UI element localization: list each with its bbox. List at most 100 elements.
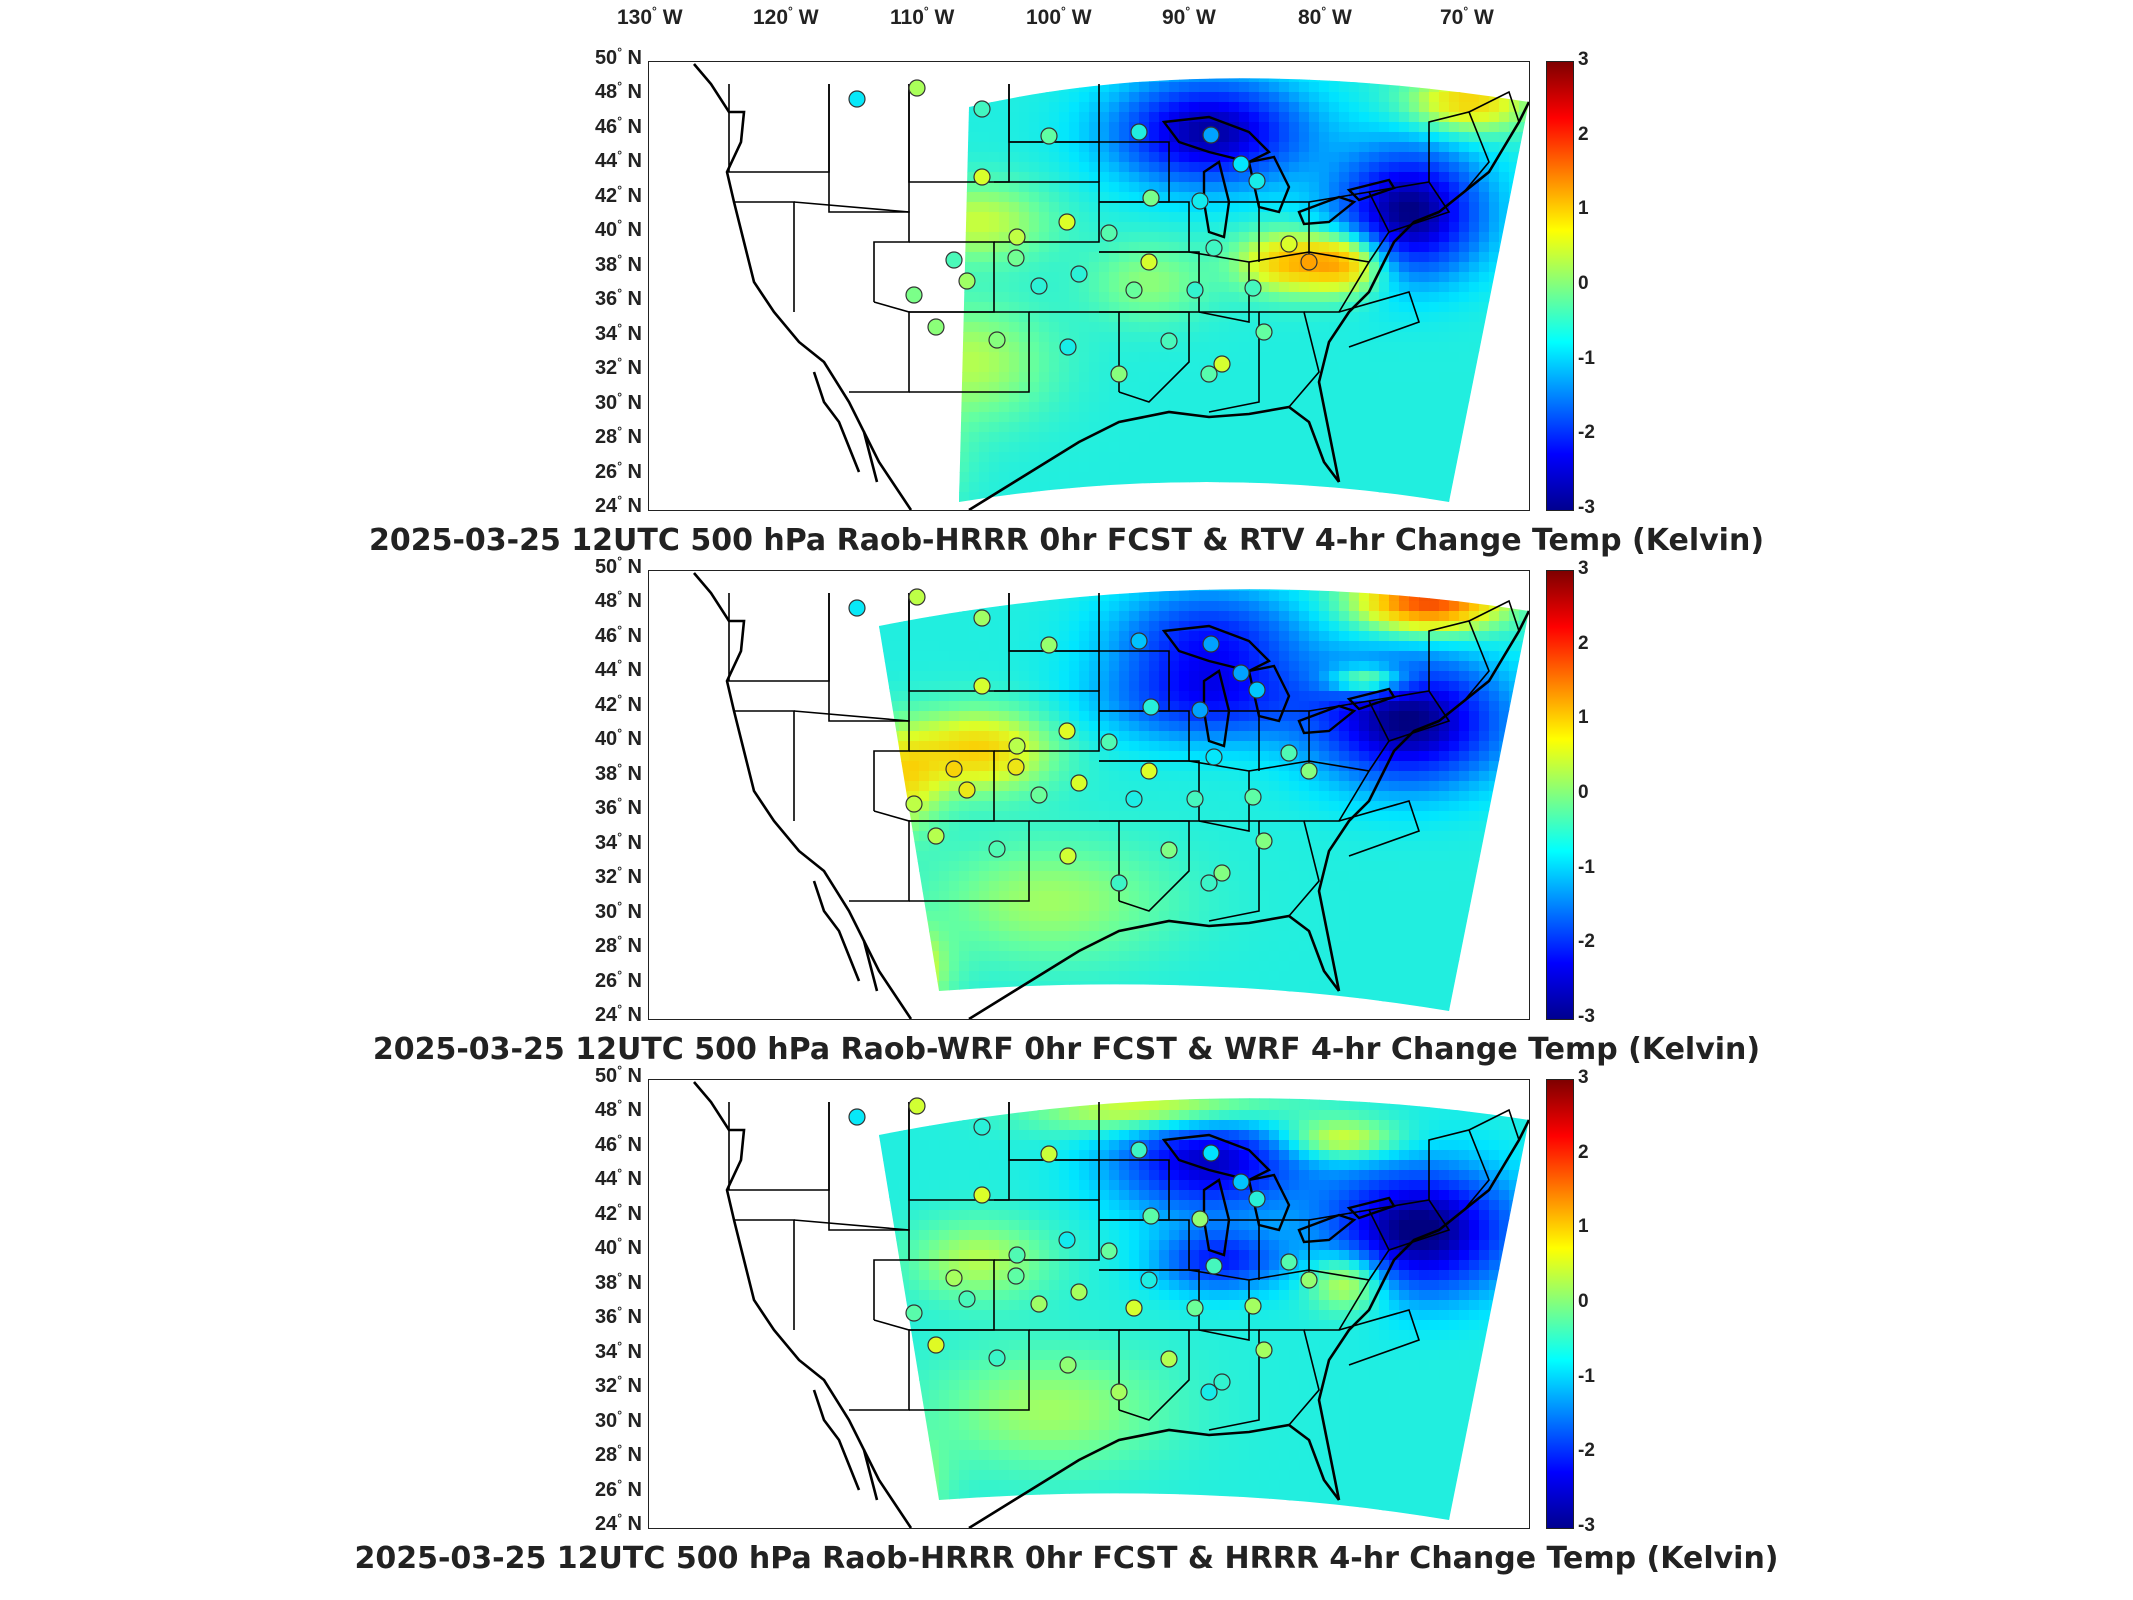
state-border — [793, 710, 910, 811]
state-border — [728, 84, 830, 173]
colorbar-tick-label: 3 — [1578, 49, 1589, 70]
raob-station-marker — [927, 318, 945, 336]
raob-station-marker — [945, 1269, 963, 1287]
raob-station-marker — [1280, 744, 1298, 762]
raob-station-marker — [1007, 1267, 1025, 1285]
raob-station-marker — [973, 1118, 991, 1136]
raob-station-marker — [1059, 847, 1077, 865]
lat-tick-label: 50° N — [594, 554, 642, 578]
state-border — [793, 1219, 910, 1320]
coastline — [968, 405, 1341, 510]
colorbar-tick-label: 3 — [1578, 558, 1589, 579]
raob-station-marker — [1030, 277, 1048, 295]
raob-station-marker — [958, 272, 976, 290]
lat-tick-label: 46° N — [594, 622, 642, 647]
raob-station-marker — [1059, 1356, 1077, 1374]
state-border — [1259, 1329, 1320, 1426]
raob-station-marker — [908, 588, 926, 606]
raob-station-marker — [1040, 1145, 1058, 1163]
lat-tick-label: 30° N — [594, 389, 642, 414]
state-border — [849, 301, 910, 393]
lon-tick-label: 90° W — [1162, 4, 1216, 29]
colorbar-tick-label: 3 — [1578, 1067, 1589, 1088]
raob-station-marker — [1140, 1271, 1158, 1289]
state-border — [728, 1102, 830, 1191]
raob-station-marker — [1280, 235, 1298, 253]
lat-tick-label: 32° N — [594, 355, 642, 380]
coastline — [1317, 101, 1529, 483]
raob-station-marker — [1040, 636, 1058, 654]
raob-station-marker — [1059, 338, 1077, 356]
geographic-outlines — [693, 1081, 1529, 1528]
raob-station-marker — [1100, 224, 1118, 242]
raob-stations — [848, 588, 1318, 892]
state-border — [1368, 181, 1451, 233]
state-border — [1199, 1329, 1260, 1431]
state-border — [728, 593, 830, 682]
raob-station-marker — [988, 840, 1006, 858]
raob-station-marker — [1142, 698, 1160, 716]
lon-tick-label: 100° W — [1026, 4, 1092, 29]
raob-station-marker — [1205, 748, 1223, 766]
raob-station-marker — [905, 795, 923, 813]
raob-station-marker — [1191, 1210, 1209, 1228]
raob-station-marker — [1130, 1141, 1148, 1159]
raob-stations — [848, 79, 1318, 383]
lat-tick-label: 48° N — [594, 1097, 642, 1122]
great-lake-outline — [1297, 1213, 1357, 1244]
raob-station-marker — [1300, 1271, 1318, 1289]
raob-station-marker — [1125, 281, 1143, 299]
lon-tick-label: 80° W — [1298, 4, 1352, 29]
raob-station-marker — [1205, 1257, 1223, 1275]
temperature-change-field — [879, 1098, 1529, 1521]
raob-station-marker — [1030, 1295, 1048, 1313]
lat-tick-label: 36° N — [594, 795, 642, 820]
lat-tick-label: 42° N — [594, 182, 642, 207]
colorbar-tick-label: -1 — [1578, 1365, 1595, 1387]
raob-station-marker — [1213, 355, 1231, 373]
lat-tick-label: 34° N — [594, 1338, 642, 1363]
great-lake-outline — [1161, 115, 1272, 164]
lat-tick-label: 26° N — [594, 458, 642, 483]
raob-station-marker — [1140, 253, 1158, 271]
temperature-change-field — [959, 78, 1529, 502]
coastline — [693, 63, 879, 483]
coastline — [812, 880, 861, 982]
lat-tick-label: 26° N — [594, 967, 642, 992]
colorbar-tick-label: -3 — [1578, 1006, 1595, 1027]
raob-station-marker — [1100, 1242, 1118, 1260]
raob-station-marker — [958, 781, 976, 799]
raob-station-marker — [973, 609, 991, 627]
great-lake-outline — [1247, 1173, 1291, 1232]
coastline — [812, 1389, 861, 1491]
state-border — [1118, 820, 1190, 912]
raob-station-marker — [1007, 758, 1025, 776]
raob-station-marker — [1070, 265, 1088, 283]
great-lake-outline — [1346, 1196, 1396, 1220]
lat-tick-label: 24° N — [594, 493, 642, 517]
state-border — [1468, 90, 1520, 123]
raob-station-marker — [1140, 762, 1158, 780]
raob-station-marker — [848, 90, 866, 108]
state-border — [1338, 1309, 1421, 1366]
raob-station-marker — [927, 1336, 945, 1354]
raob-station-marker — [905, 286, 923, 304]
raob-station-marker — [1030, 786, 1048, 804]
raob-station-marker — [1202, 635, 1220, 653]
state-border — [1468, 1108, 1520, 1141]
raob-station-marker — [1248, 681, 1266, 699]
lon-tick-label: 70° W — [1440, 4, 1494, 29]
lat-tick-label: 24° N — [594, 1511, 642, 1535]
state-border — [828, 84, 910, 213]
lat-tick-label: 38° N — [594, 1269, 642, 1294]
lon-tick-label: 110° W — [890, 4, 955, 29]
map-frame — [648, 570, 1530, 1020]
raob-station-marker — [1160, 332, 1178, 350]
colorbar-tick-label: 1 — [1578, 198, 1589, 220]
raob-station-marker — [1100, 733, 1118, 751]
lat-tick-label: 30° N — [594, 898, 642, 923]
colorbar — [1546, 1079, 1574, 1529]
raob-station-marker — [1186, 281, 1204, 299]
state-border — [1118, 311, 1190, 403]
lat-tick-label: 32° N — [594, 1373, 642, 1398]
